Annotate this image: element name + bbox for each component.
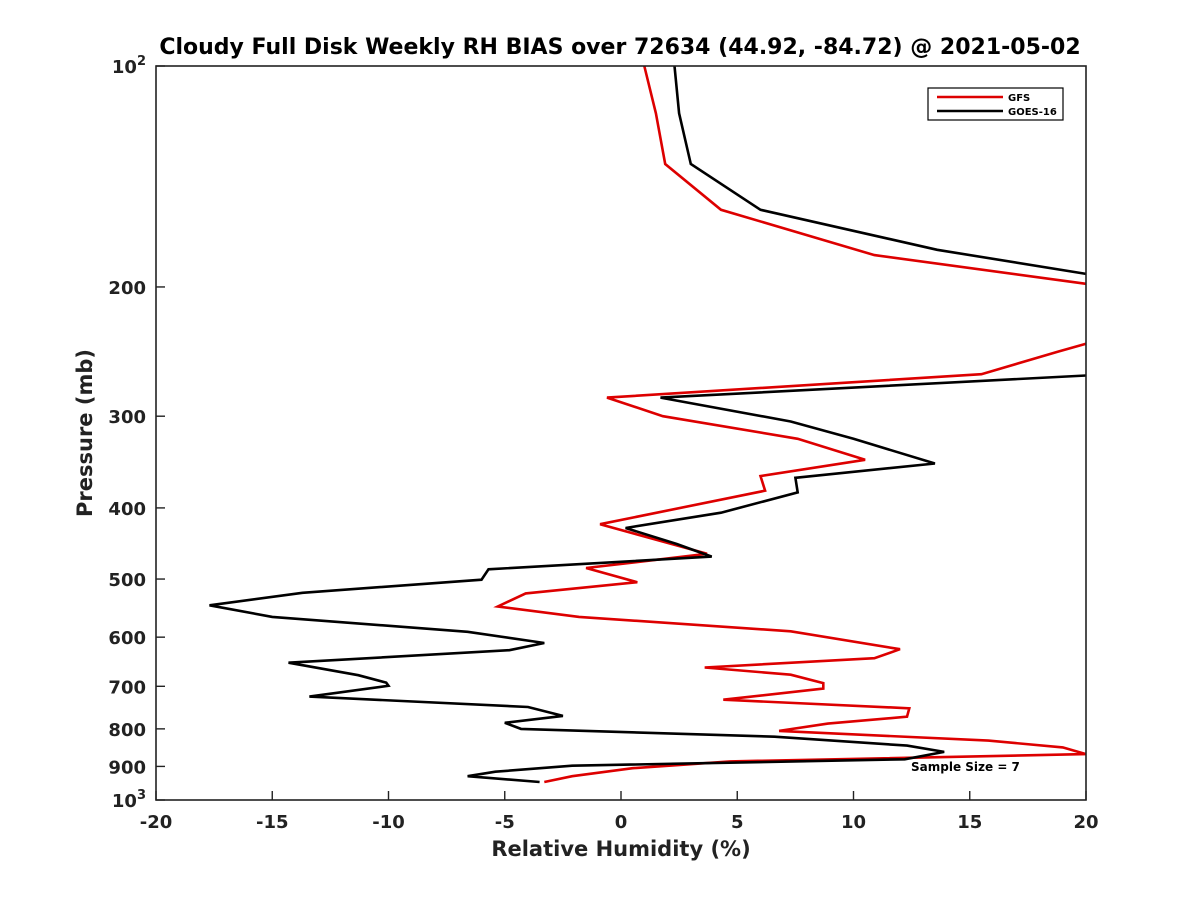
x-tick-label: -5 — [495, 812, 515, 833]
series-line-gfs-seg-1 — [493, 342, 1087, 784]
legend: GFS GOES-16 — [927, 87, 1064, 121]
y-tick-label: 500 — [108, 570, 146, 591]
series-layer — [209, 65, 1087, 784]
y-tick-label: 700 — [108, 677, 146, 698]
x-tick-label: -15 — [256, 812, 289, 833]
series-line-goes-16-seg-0 — [673, 65, 1087, 276]
x-tick-label: 5 — [731, 812, 744, 833]
y-tick-label: 400 — [108, 499, 146, 520]
legend-box — [927, 87, 1064, 121]
y-tick-label: 900 — [108, 757, 146, 778]
legend-label-gfs: GFS — [1008, 93, 1030, 104]
y-axis-label: Pressure (mb) — [73, 349, 97, 517]
series-line-goes-16-seg-1 — [209, 374, 1087, 784]
x-tick-label: 20 — [1073, 812, 1098, 833]
x-tick-label: 0 — [615, 812, 628, 833]
x-tick-label: -20 — [140, 812, 173, 833]
y-tick-label: 300 — [108, 407, 146, 428]
x-axis-label: Relative Humidity (%) — [491, 837, 750, 861]
y-tick-label: 102 — [112, 54, 146, 78]
y-tick-label: 600 — [108, 628, 146, 649]
y-tick-label: 800 — [108, 720, 146, 741]
ticks-layer: -20 -15 -10 -5 0 5 10 15 20 102 200 300 400 500 600 700… — [108, 54, 1098, 833]
x-tick-label: 15 — [957, 812, 982, 833]
legend-label-goes16: GOES-16 — [1008, 107, 1057, 118]
chart-title: Cloudy Full Disk Weekly RH BIAS over 726… — [159, 35, 1080, 60]
sample-size-annotation: Sample Size = 7 — [911, 760, 1020, 774]
x-tick-label: 10 — [841, 812, 866, 833]
series-line-gfs-seg-0 — [643, 65, 1087, 286]
y-tick-label: 200 — [108, 278, 146, 299]
y-tick-label: 103 — [112, 788, 146, 812]
x-tick-label: -10 — [372, 812, 405, 833]
